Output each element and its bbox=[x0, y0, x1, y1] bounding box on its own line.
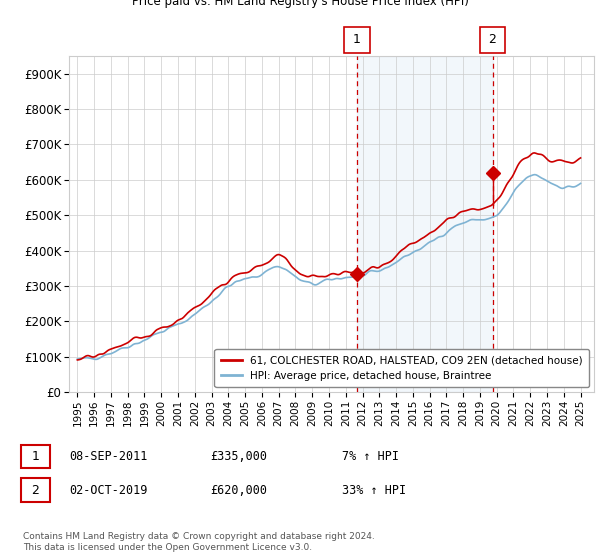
Text: Price paid vs. HM Land Registry's House Price Index (HPI): Price paid vs. HM Land Registry's House … bbox=[131, 0, 469, 8]
Bar bbox=[357, 56, 493, 392]
Legend: 61, COLCHESTER ROAD, HALSTEAD, CO9 2EN (detached house), HPI: Average price, det: 61, COLCHESTER ROAD, HALSTEAD, CO9 2EN (… bbox=[214, 349, 589, 387]
Text: 33% ↑ HPI: 33% ↑ HPI bbox=[342, 483, 406, 497]
Text: 1: 1 bbox=[31, 450, 40, 463]
Text: 1: 1 bbox=[353, 33, 361, 46]
Text: 2: 2 bbox=[488, 33, 496, 46]
Text: 2: 2 bbox=[31, 483, 40, 497]
Text: £620,000: £620,000 bbox=[210, 483, 267, 497]
Text: Contains HM Land Registry data © Crown copyright and database right 2024.
This d: Contains HM Land Registry data © Crown c… bbox=[23, 532, 374, 552]
Text: £335,000: £335,000 bbox=[210, 450, 267, 463]
Text: 08-SEP-2011: 08-SEP-2011 bbox=[69, 450, 148, 463]
Text: 02-OCT-2019: 02-OCT-2019 bbox=[69, 483, 148, 497]
Text: 7% ↑ HPI: 7% ↑ HPI bbox=[342, 450, 399, 463]
